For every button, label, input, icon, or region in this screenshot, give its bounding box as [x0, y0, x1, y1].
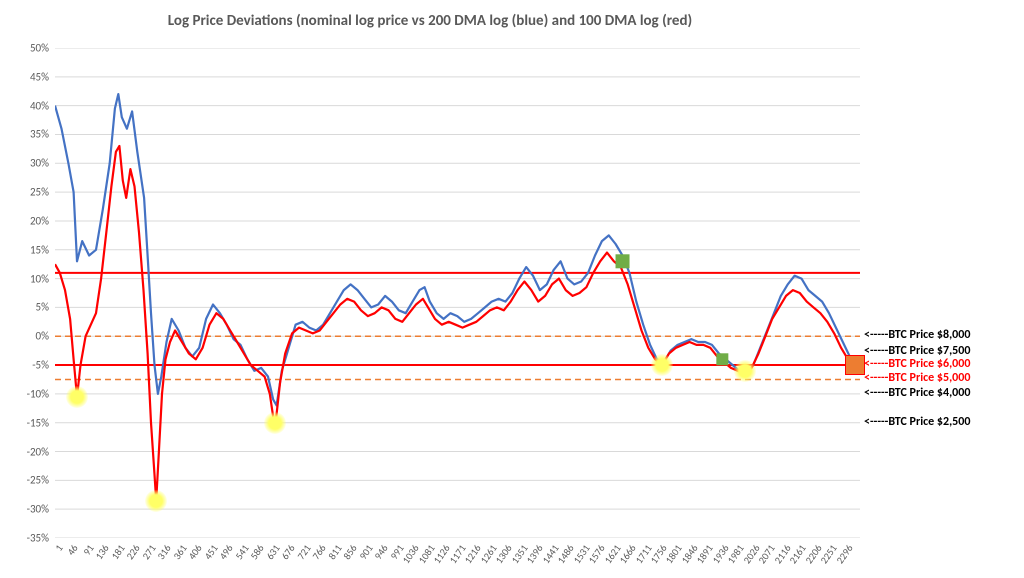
- price-annotation: <-----BTC Price $6,000: [864, 357, 970, 371]
- price-annotation: <-----BTC Price $2,500: [864, 415, 970, 429]
- y-tick-label: -15%: [9, 416, 49, 429]
- highlight-circle: [651, 354, 673, 376]
- marker-square: [716, 353, 728, 365]
- chart-title: Log Price Deviations (nominal log price …: [0, 12, 860, 30]
- y-tick-label: 35%: [9, 128, 49, 141]
- highlight-circle: [734, 360, 756, 382]
- y-tick-label: 10%: [9, 272, 49, 285]
- end-marker: [845, 355, 865, 375]
- y-tick-label: 50%: [9, 42, 49, 55]
- y-tick-label: 30%: [9, 157, 49, 170]
- y-tick-label: -30%: [9, 503, 49, 516]
- y-tick-label: -10%: [9, 387, 49, 400]
- chart-plot: [55, 48, 860, 538]
- price-annotation: <-----BTC Price $8,000: [864, 328, 970, 342]
- marker-square: [616, 254, 630, 268]
- highlight-circle: [264, 412, 286, 434]
- price-annotation: <-----BTC Price $4,000: [864, 386, 970, 400]
- y-tick-label: 15%: [9, 243, 49, 256]
- y-tick-label: 45%: [9, 70, 49, 83]
- x-tick-label: 46: [65, 542, 81, 558]
- y-tick-label: 40%: [9, 99, 49, 112]
- x-tick-label: 2296: [833, 542, 855, 566]
- y-tick-label: 0%: [9, 330, 49, 343]
- y-tick-label: 20%: [9, 214, 49, 227]
- y-tick-label: -25%: [9, 474, 49, 487]
- price-annotation: <-----BTC Price $5,000: [864, 371, 970, 385]
- y-tick-label: 25%: [9, 186, 49, 199]
- y-tick-label: -5%: [9, 359, 49, 372]
- y-tick-label: -35%: [9, 532, 49, 545]
- y-tick-label: 5%: [9, 301, 49, 314]
- x-tick-label: 1: [52, 542, 66, 554]
- y-tick-label: -20%: [9, 445, 49, 458]
- highlight-circle: [145, 490, 167, 512]
- highlight-circle: [66, 386, 88, 408]
